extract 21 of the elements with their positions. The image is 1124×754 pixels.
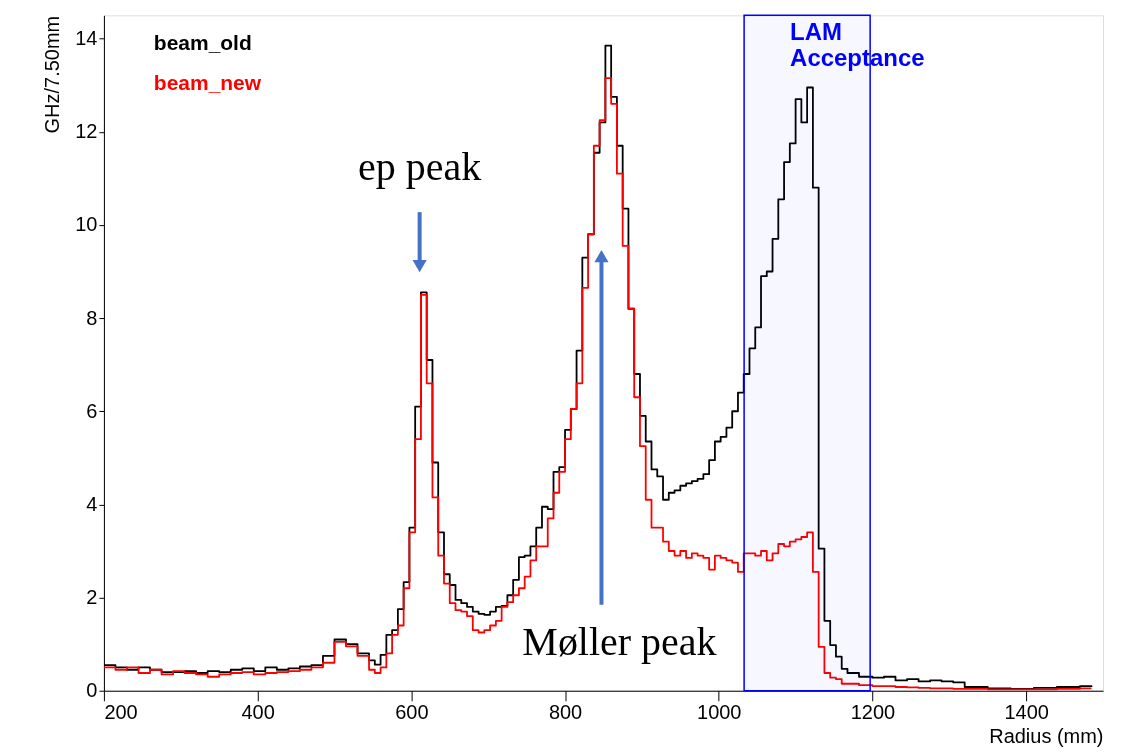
x-tick-label: 400	[241, 701, 275, 724]
text: beam_new	[153, 71, 262, 95]
y-tick-label: 14	[75, 27, 98, 50]
text: beam_old	[153, 31, 252, 55]
annotation: Møller peak	[522, 618, 717, 664]
x-axis-title: Radius (mm)	[989, 725, 1104, 748]
x-tick-label: 1200	[850, 701, 896, 724]
x-tick-label: 600	[395, 701, 429, 724]
annotation: ep peak	[358, 144, 482, 190]
y-tick-label: 10	[75, 213, 98, 236]
y-axis-title: GHz/7.50mm	[41, 15, 64, 134]
x-tick-label: 1400	[1004, 701, 1049, 724]
y-tick-label: 6	[86, 399, 98, 422]
x-tick-label: 200	[104, 701, 138, 724]
x-tick-label: 1000	[697, 701, 742, 724]
y-tick-label: 2	[86, 586, 98, 609]
y-tick-label: 4	[86, 492, 98, 515]
y-tick-label: 12	[75, 120, 98, 143]
y-tick-label: 0	[86, 679, 98, 702]
x-tick-label: 800	[548, 701, 583, 724]
y-tick-label: 8	[86, 306, 98, 329]
